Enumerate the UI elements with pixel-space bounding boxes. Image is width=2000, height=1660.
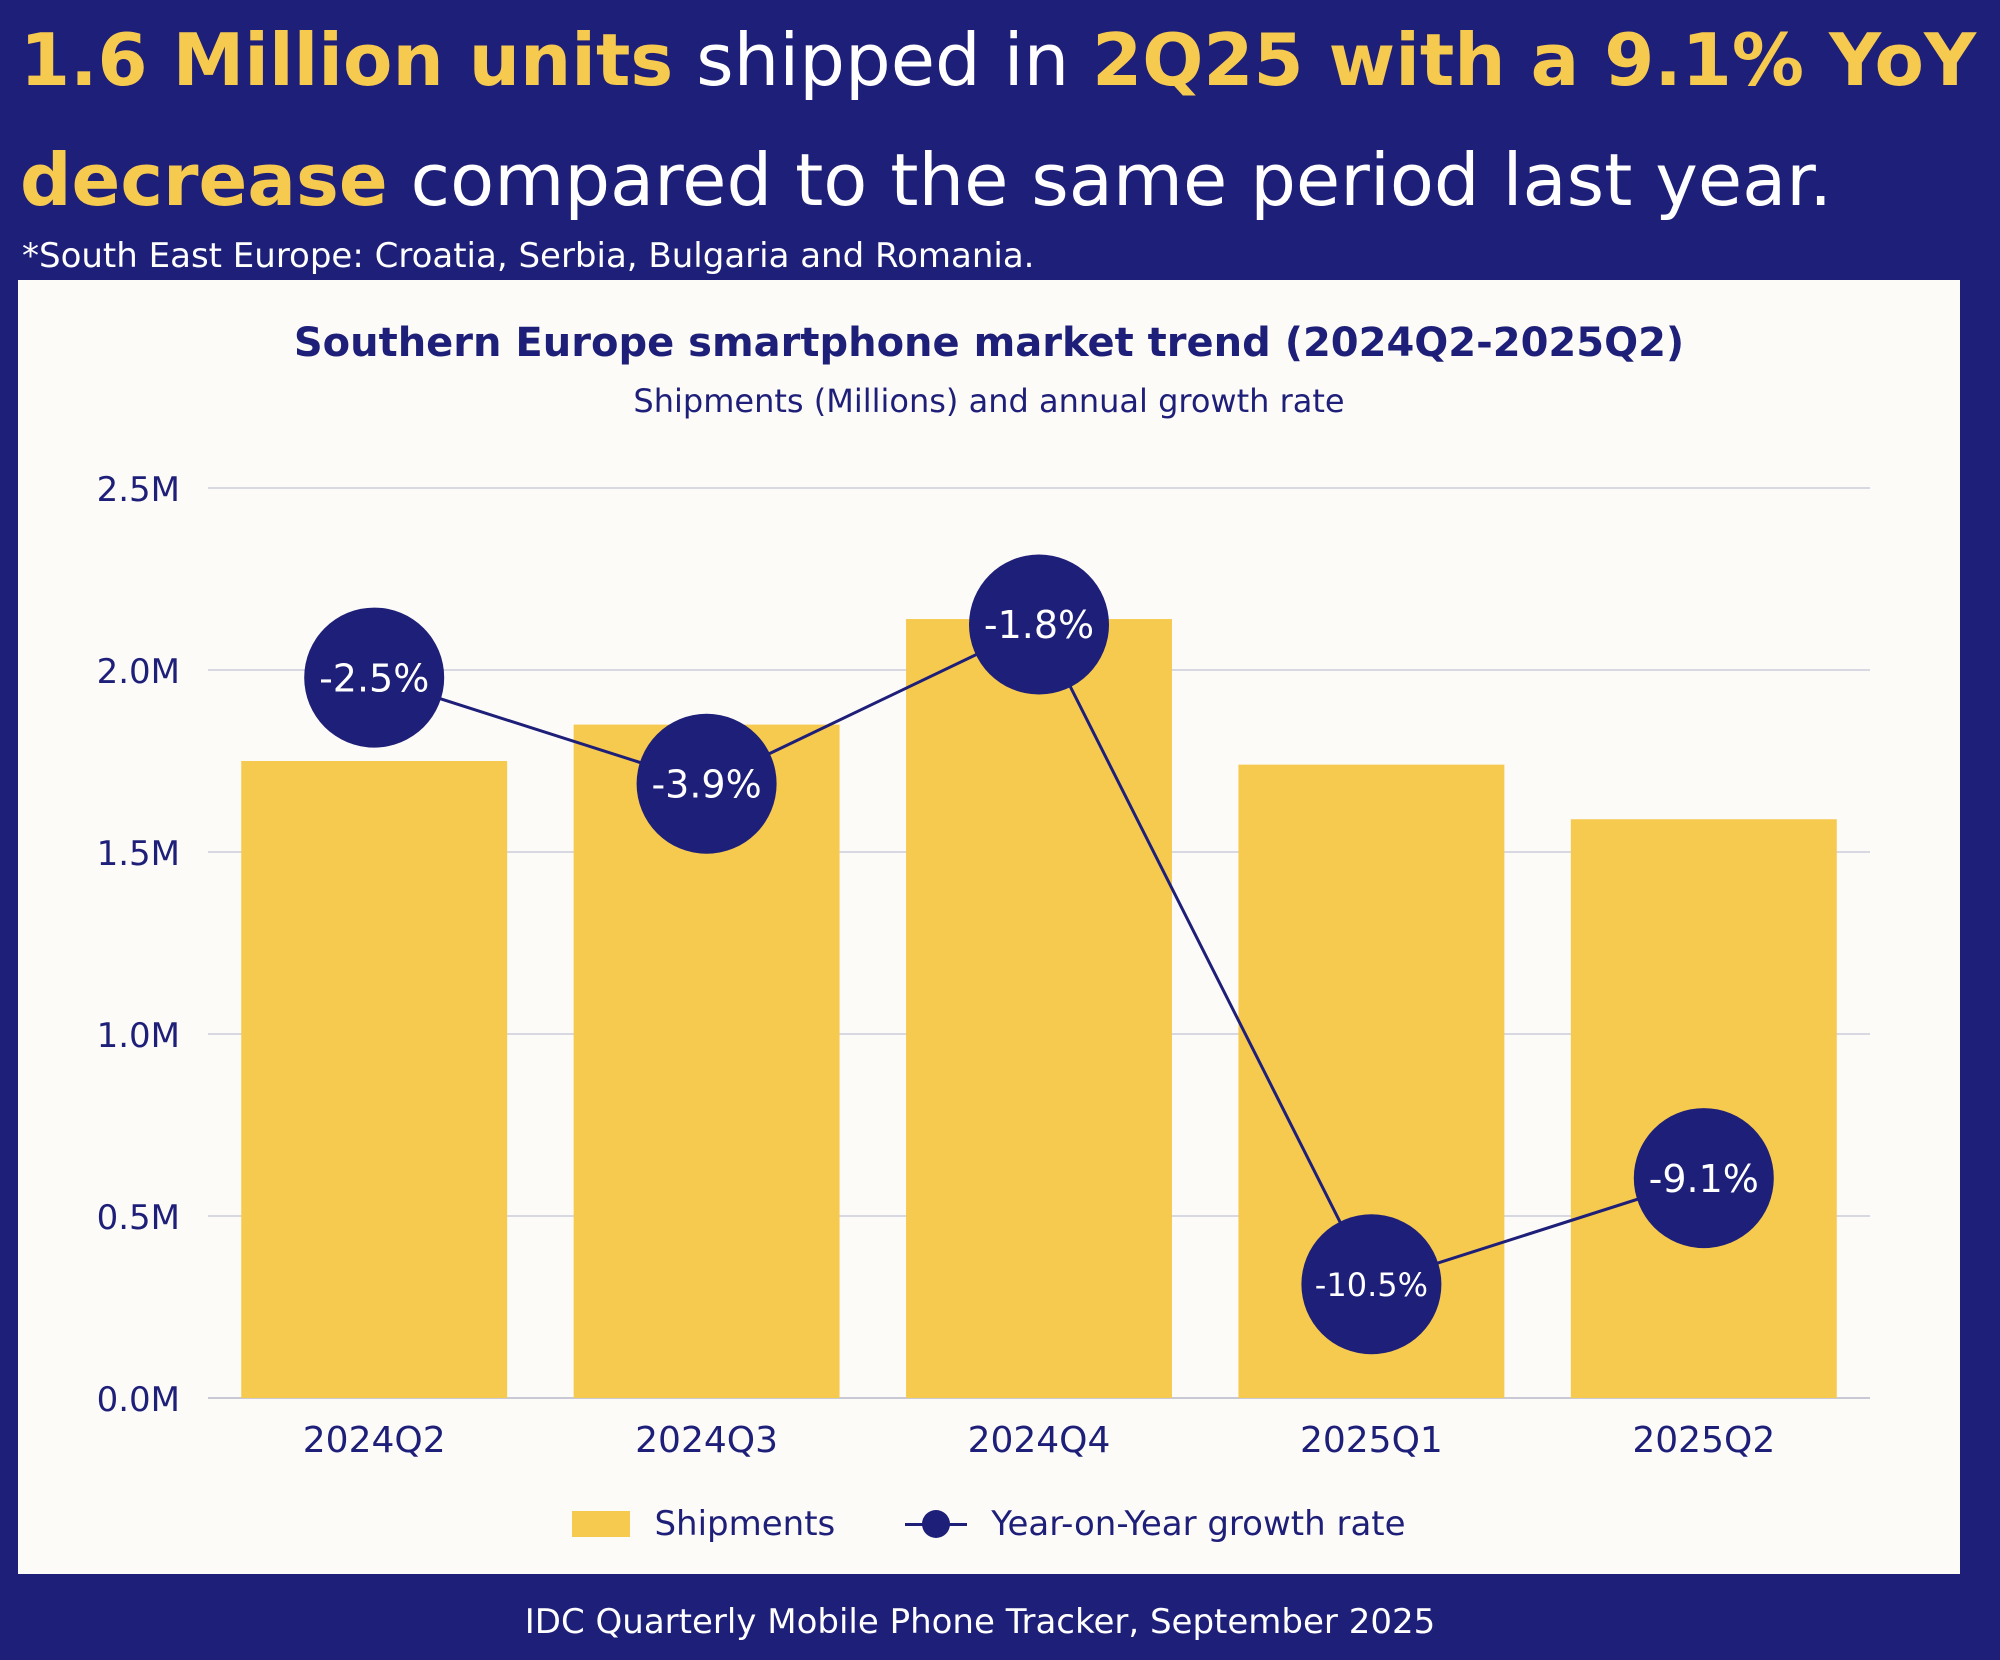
headline-highlight-units: 1.6 Million units xyxy=(20,18,674,102)
growth-marker xyxy=(969,554,1109,695)
chart-subtitle: Shipments (Millions) and annual growth r… xyxy=(633,382,1345,420)
headline-text-shipped: shipped in xyxy=(673,18,1093,102)
legend-bar-swatch xyxy=(572,1511,631,1537)
growth-marker xyxy=(1633,1108,1774,1249)
growth-data-label: -3.9% xyxy=(651,762,761,806)
legend-line-swatch xyxy=(905,1509,968,1539)
y-tick-label: 2.5M xyxy=(97,470,180,510)
growth-marker xyxy=(636,713,777,854)
x-tick-label: 2024Q4 xyxy=(968,1420,1111,1461)
shipment-bar xyxy=(241,761,508,1398)
headline-highlight-decrease: 2Q25 with a 9.1% YoY decrease xyxy=(20,18,1977,222)
growth-data-label: -1.8% xyxy=(984,603,1094,647)
growth-marker xyxy=(1301,1214,1442,1355)
y-tick-label: 0.0M xyxy=(97,1380,180,1420)
x-tick-label: 2024Q3 xyxy=(635,1420,778,1461)
y-tick-label: 1.0M xyxy=(97,1016,180,1056)
y-tick-label: 2.0M xyxy=(97,652,180,692)
region-note: *South East Europe: Croatia, Serbia, Bul… xyxy=(22,236,1035,276)
legend-item-shipments: Shipments xyxy=(572,1504,835,1544)
chart-title: Southern Europe smartphone market trend … xyxy=(293,320,1685,366)
legend-label-shipments: Shipments xyxy=(654,1504,836,1544)
x-tick-label: 2025Q1 xyxy=(1300,1420,1443,1461)
growth-data-label: -9.1% xyxy=(1649,1157,1759,1201)
headline: 1.6 Million units shipped in 2Q25 with a… xyxy=(20,0,1980,240)
growth-marker xyxy=(304,607,445,748)
y-tick-label: 0.5M xyxy=(97,1198,180,1238)
combo-chart: 0.0M 0.5M 1.0M 1.5M 2.0M 2.5M 2024Q2 2024Q3 2024… xyxy=(97,470,1870,1461)
growth-data-label: -2.5% xyxy=(319,656,429,700)
source-caption: IDC Quarterly Mobile Phone Tracker, Sept… xyxy=(524,1602,1436,1642)
x-tick-label: 2025Q2 xyxy=(1632,1420,1775,1461)
shipment-bar xyxy=(906,619,1172,1398)
chart-panel: Southern Europe smartphone market trend … xyxy=(18,280,1960,1574)
chart-legend: Shipments Year-on-Year growth rate xyxy=(18,1504,1960,1544)
legend-label-growth: Year-on-Year growth rate xyxy=(991,1504,1406,1544)
legend-item-growth: Year-on-Year growth rate xyxy=(905,1504,1406,1544)
x-tick-label: 2024Q2 xyxy=(303,1420,446,1461)
y-tick-label: 1.5M xyxy=(97,834,180,874)
headline-text-compared: compared to the same period last year. xyxy=(387,138,1833,222)
growth-data-label: -10.5% xyxy=(1315,1266,1428,1304)
